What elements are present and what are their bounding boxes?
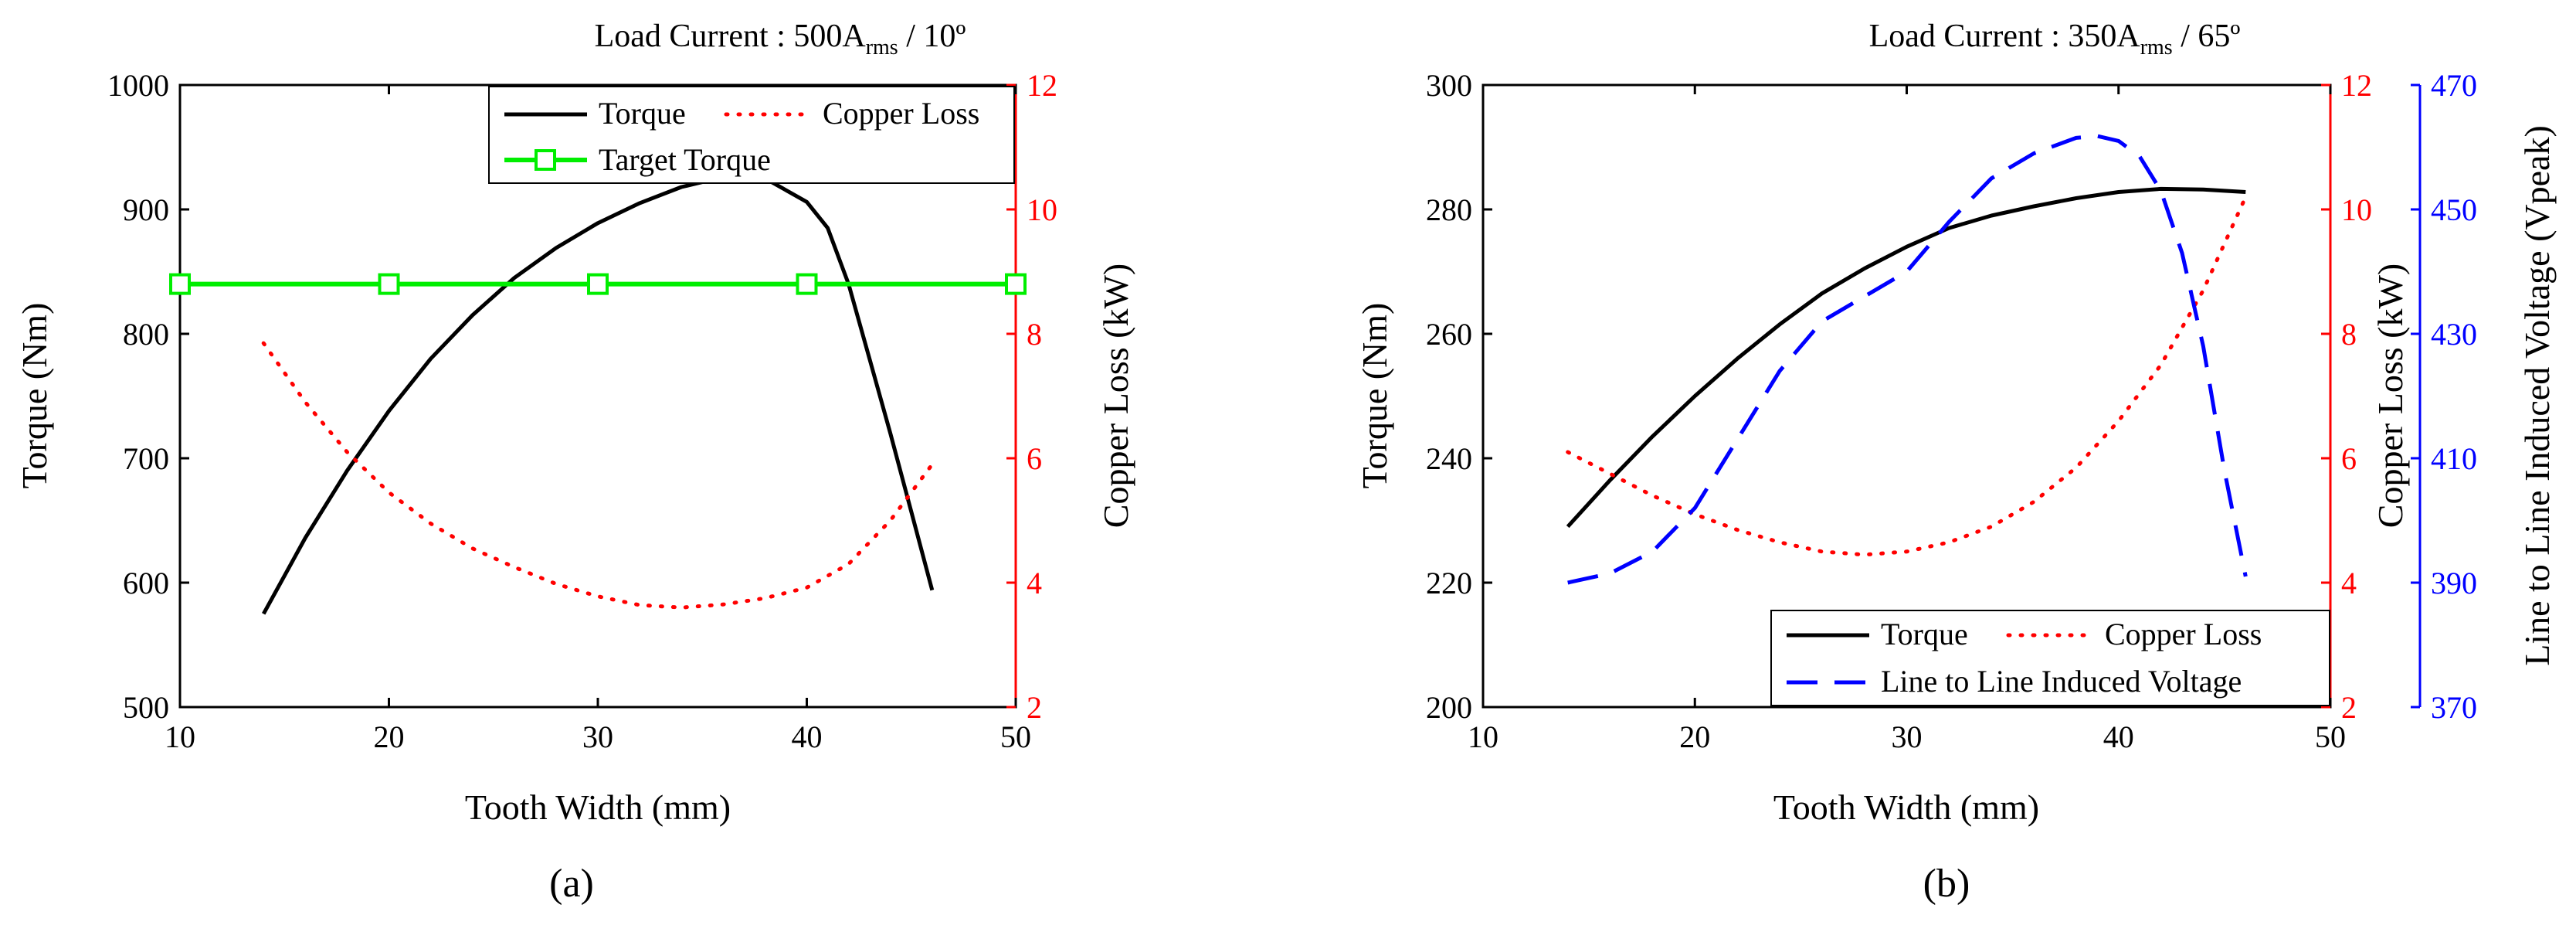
chart-panel-a: Load Current : 500Arms / 10º 10 20 30 40 50 5… — [15, 19, 1135, 906]
y-tick-label: 800 — [123, 317, 169, 352]
x-axis-label-a: Tooth Width (mm) — [465, 787, 731, 827]
y3-tick-label: 370 — [2431, 690, 2477, 725]
x-tick-label: 40 — [792, 719, 823, 754]
legend-voltage-label-b: Line to Line Induced Voltage — [1881, 664, 2242, 699]
y3-tick-label: 430 — [2431, 317, 2477, 352]
series-line-torque — [262, 175, 935, 615]
y-tick-label: 220 — [1426, 566, 1472, 600]
y-tick-label: 260 — [1426, 317, 1472, 352]
legend-torque-label-a: Torque — [599, 96, 686, 131]
y2-tick-label: 6 — [2341, 441, 2357, 476]
y-axis-label-a: Torque (Nm) — [15, 303, 54, 489]
y3-tick-label: 390 — [2431, 566, 2477, 600]
series-line-line-to-line-induced-voltage — [1567, 134, 2248, 585]
axis-ticks-b: 10 20 30 40 50 200 220 240 260 280 300 2 4 6 8 10 12 370 3… — [1426, 68, 2477, 754]
legend-box-a — [488, 86, 1015, 184]
y2-tick-label: 12 — [2341, 68, 2372, 103]
y2-axis-label-a: Copper Loss (kW) — [1096, 264, 1135, 528]
series-line-copper-loss — [1566, 195, 2248, 557]
y-tick-label: 600 — [123, 566, 169, 600]
y2-tick-label: 2 — [2341, 690, 2357, 725]
y2-tick-label: 12 — [1027, 68, 1057, 103]
axis-ticks-a: 10 20 30 40 50 500 600 700 800 900 1000 2 4 6 8 10 12 — [107, 68, 1057, 754]
x-tick-label: 10 — [1468, 719, 1498, 754]
x-tick-label: 30 — [582, 719, 613, 754]
series-line-copper-loss — [261, 341, 935, 610]
y-tick-label: 700 — [123, 441, 169, 476]
x-tick-label: 20 — [374, 719, 405, 754]
x-tick-label: 10 — [165, 719, 195, 754]
series-group-a — [169, 175, 1027, 615]
y2-tick-label: 10 — [2341, 192, 2372, 227]
panel-label-b: (b) — [1923, 862, 1970, 906]
y3-tick-label: 450 — [2431, 192, 2477, 227]
x-axis-label-b: Tooth Width (mm) — [1773, 787, 2039, 827]
y3-tick-label: 470 — [2431, 68, 2477, 103]
y-tick-label: 300 — [1426, 68, 1472, 103]
x-tick-label: 20 — [1679, 719, 1710, 754]
y2-axis-label-b: Copper Loss (kW) — [2371, 264, 2410, 528]
legend-target-label-a: Target Torque — [599, 142, 771, 177]
y2-tick-label: 4 — [2341, 566, 2357, 600]
legend-box-b — [1770, 610, 2330, 706]
x-tick-label: 30 — [1892, 719, 1923, 754]
legend-target-marker-a — [535, 149, 556, 171]
y2-tick-label: 6 — [1027, 441, 1042, 476]
legend-copper-label-a: Copper Loss — [823, 96, 979, 131]
y-axis-label-b: Torque (Nm) — [1355, 303, 1394, 489]
x-tick-label: 50 — [2315, 719, 2346, 754]
x-tick-label: 40 — [2103, 719, 2134, 754]
chart-a-title: Load Current : 500Arms / 10º — [595, 19, 966, 60]
legend-a: Torque Copper Loss Target Torque — [488, 86, 1015, 184]
y-tick-label: 900 — [123, 192, 169, 227]
x-tick-label: 50 — [1000, 719, 1031, 754]
series-group-b — [1566, 134, 2248, 585]
series-line-torque — [1566, 186, 2246, 529]
legend-b: Torque Copper Loss Line to Line Induced … — [1770, 610, 2330, 706]
y-tick-label: 1000 — [107, 68, 169, 103]
chart-b-title: Load Current : 350Arms / 65º — [1869, 19, 2241, 60]
series-marker-target-torque — [587, 273, 609, 295]
legend-copper-label-b: Copper Loss — [2105, 617, 2262, 651]
panel-label-a: (a) — [549, 862, 594, 906]
y-tick-label: 500 — [123, 690, 169, 725]
y2-tick-label: 2 — [1027, 690, 1042, 725]
y2-tick-label: 8 — [1027, 317, 1042, 352]
y2-tick-label: 10 — [1027, 192, 1057, 227]
y2-tick-label: 4 — [1027, 566, 1042, 600]
y2-tick-label: 8 — [2341, 317, 2357, 352]
legend-torque-label-b: Torque — [1881, 617, 1968, 651]
series-marker-target-torque — [796, 273, 818, 295]
y3-axis-label-b: Line to Line Induced Voltage (Vpeak) — [2517, 125, 2557, 666]
series-marker-target-torque — [1005, 273, 1027, 295]
series-marker-target-torque — [169, 273, 191, 295]
series-marker-target-torque — [378, 273, 400, 295]
y-tick-label: 280 — [1426, 192, 1472, 227]
y3-tick-label: 410 — [2431, 441, 2477, 476]
y-tick-label: 200 — [1426, 690, 1472, 725]
y-tick-label: 240 — [1426, 441, 1472, 476]
chart-panel-b: Load Current : 350Arms / 65º 10 20 30 40 502… — [1355, 19, 2557, 906]
